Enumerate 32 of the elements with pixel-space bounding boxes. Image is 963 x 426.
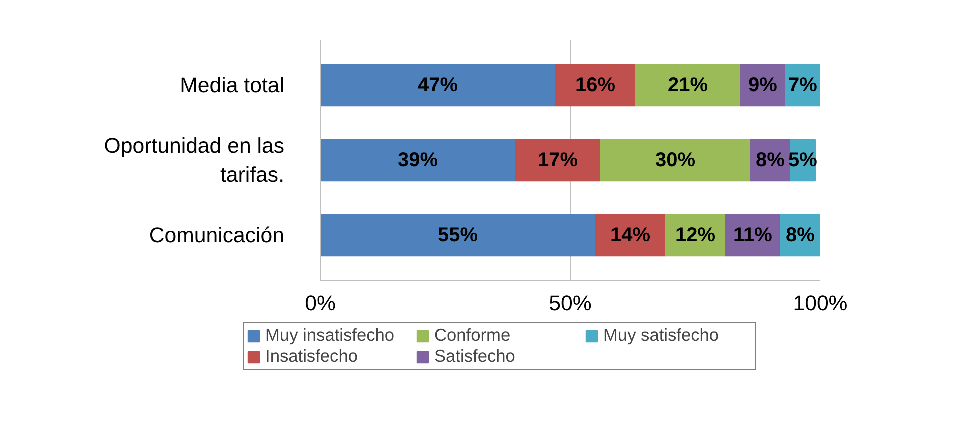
data-label: 11%: [734, 224, 773, 246]
bar: [635, 64, 741, 107]
x-tick-label: 0%: [305, 292, 336, 316]
data-label: 8%: [786, 224, 816, 246]
data-label: 14%: [610, 224, 651, 246]
bar: [555, 64, 636, 107]
bar: [515, 139, 601, 182]
data-label: 17%: [538, 150, 578, 172]
data-label: 16%: [575, 74, 616, 96]
data-label: 21%: [668, 74, 708, 96]
data-label: 7%: [788, 74, 818, 96]
data-label: 47%: [418, 74, 458, 96]
bar: [320, 139, 516, 182]
y-tick-label: Comunicación: [149, 224, 285, 248]
data-label: 30%: [655, 150, 696, 172]
bar: [600, 139, 751, 182]
x-tick-label: 50%: [549, 292, 592, 316]
legend-label: Satisfecho: [434, 346, 516, 367]
legend-label: Muy insatisfecho: [266, 325, 396, 346]
bar: [320, 64, 556, 107]
y-tick-label: Oportunidad en las tarifas.: [104, 134, 285, 187]
y-tick-label: Media total: [180, 74, 285, 98]
legend-label: Insatisfecho: [266, 346, 359, 367]
x-tick-label: 100%: [793, 292, 848, 316]
data-label: 9%: [748, 74, 778, 96]
data-label: 55%: [438, 224, 478, 246]
legend-label: Muy satisfecho: [604, 325, 720, 346]
data-label: 8%: [756, 150, 786, 172]
data-label: 12%: [675, 224, 716, 246]
legend-label: Conforme: [434, 325, 512, 346]
data-label: 39%: [398, 150, 438, 172]
bar: [320, 214, 596, 257]
